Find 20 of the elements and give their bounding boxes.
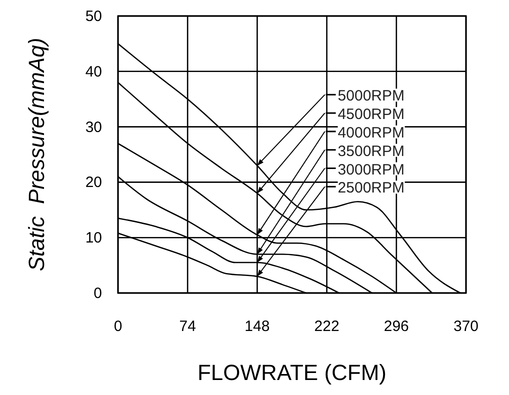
legend-label: 5000RPM <box>338 88 405 105</box>
x-tick-label: 370 <box>453 318 479 335</box>
y-tick-label: 20 <box>85 174 102 192</box>
x-tick-label: 0 <box>114 318 122 335</box>
legend-label: 3000RPM <box>338 161 405 178</box>
legend-label: 3500RPM <box>338 142 405 160</box>
y-tick-label: 30 <box>85 118 102 136</box>
y-tick-label: 10 <box>85 230 102 247</box>
x-tick-label: 148 <box>244 318 270 335</box>
legend-label: 4000RPM <box>338 124 405 142</box>
x-tick-label: 296 <box>384 318 409 335</box>
y-tick-label: 40 <box>85 63 102 80</box>
y-axis-title: Static Pressure(mmAq) <box>24 38 49 272</box>
y-tick-label: 50 <box>85 8 102 25</box>
y-tick-label: 0 <box>94 285 102 302</box>
x-tick-label: 74 <box>179 318 196 335</box>
legend-label: 2500RPM <box>338 180 405 197</box>
x-tick-label: 222 <box>314 318 340 335</box>
legend-label: 4500RPM <box>338 106 405 124</box>
x-axis-title: FLOWRATE (CFM) <box>197 360 387 385</box>
